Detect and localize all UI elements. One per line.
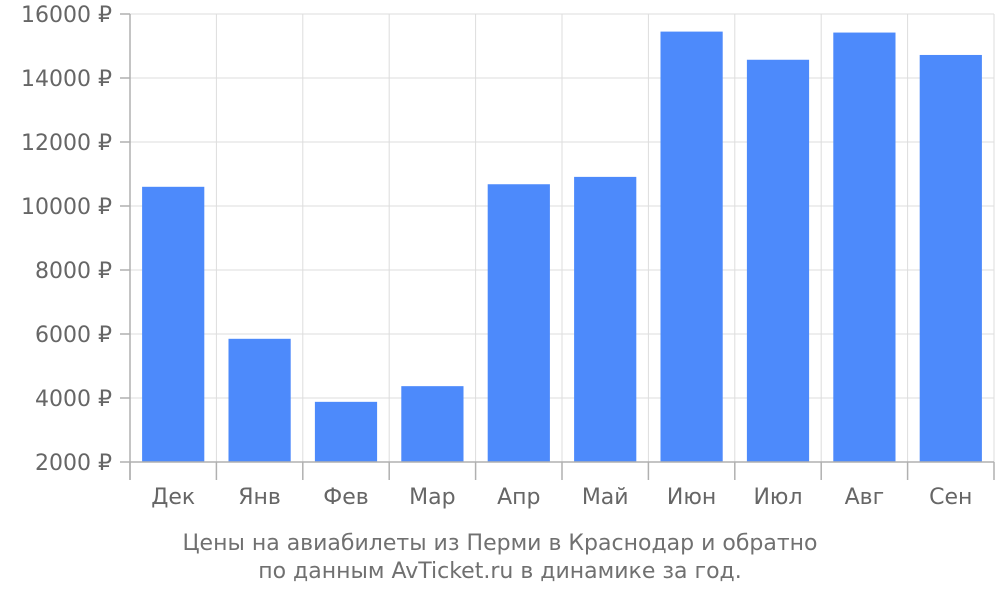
x-tick-label: Авг [845, 485, 885, 510]
y-tick-label: 8000 ₽ [35, 259, 112, 284]
bar-0 [142, 186, 205, 463]
x-tick-label: Июн [667, 485, 716, 510]
y-tick-label: 12000 ₽ [21, 131, 112, 156]
caption-line-2: по данным AvTicket.ru в динамике за год. [258, 559, 742, 584]
bar-7 [746, 59, 810, 462]
grid [130, 13, 995, 463]
x-tick-label: Янв [238, 485, 281, 510]
bar-9 [919, 54, 982, 463]
bar-4 [487, 184, 550, 463]
axes [120, 13, 995, 480]
y-tick-label: 6000 ₽ [35, 323, 112, 348]
bar-8 [833, 32, 896, 463]
tick-labels: 2000 ₽ 4000 ₽ 6000 ₽ 8000 ₽ 10000 ₽ 12000 ₽ 14… [21, 3, 972, 510]
x-tick-label: Май [582, 485, 629, 510]
bars [142, 31, 982, 463]
bar-6 [660, 31, 723, 462]
x-tick-label: Апр [497, 485, 540, 510]
x-tick-label: Фев [323, 485, 368, 510]
x-tick-label: Мар [409, 485, 455, 510]
y-tick-label: 2000 ₽ [35, 451, 112, 476]
y-tick-label: 14000 ₽ [21, 67, 112, 92]
bar-2 [314, 401, 378, 462]
y-tick-label: 4000 ₽ [35, 387, 112, 412]
bar-5 [574, 176, 637, 462]
x-tick-label: Дек [151, 485, 195, 510]
bar-3 [401, 386, 464, 462]
y-tick-label: 16000 ₽ [21, 3, 112, 28]
x-tick-label: Сен [929, 485, 972, 510]
x-tick-label: Июл [753, 485, 802, 510]
caption-line-1: Цены на авиабилеты из Перми в Краснодар … [182, 531, 818, 556]
y-tick-label: 10000 ₽ [21, 195, 112, 220]
chart-caption: Цены на авиабилеты из Перми в Краснодар … [0, 530, 1000, 586]
bar-1 [228, 338, 291, 462]
